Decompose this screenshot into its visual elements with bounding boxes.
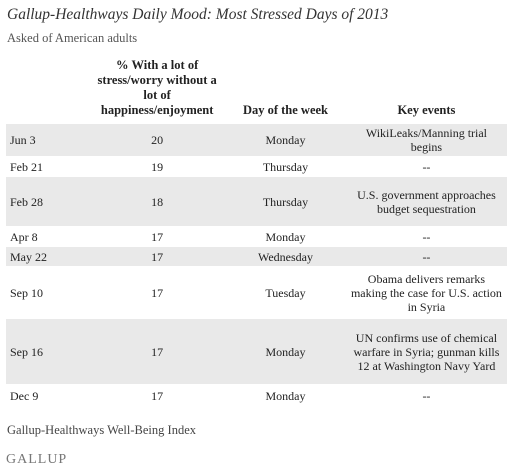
row-date: Sep 10 <box>6 266 90 319</box>
row-day: Thursday <box>225 176 346 227</box>
row-date: Apr 8 <box>6 226 90 247</box>
row-day: Monday <box>225 226 346 247</box>
row-day: Monday <box>225 384 346 407</box>
page-title: Gallup-Healthways Daily Mood: Most Stres… <box>7 6 389 23</box>
row-percent: 17 <box>89 384 226 407</box>
row-date: Jun 3 <box>6 124 90 157</box>
stress-table: % With a lot of stress/worry without a l… <box>6 58 507 407</box>
row-percent: 17 <box>89 266 226 319</box>
table-row: Feb 21 19 Thursday -- <box>6 156 507 177</box>
table-row: Feb 28 18 Thursday U.S. government appro… <box>6 176 507 227</box>
table-row: Sep 16 17 Monday UN confirms use of chem… <box>6 318 507 385</box>
row-event: -- <box>345 226 507 247</box>
row-event: Obama delivers remarks making the case f… <box>345 266 507 319</box>
row-percent: 18 <box>89 176 226 227</box>
row-day: Wednesday <box>225 246 346 267</box>
row-event: -- <box>345 246 507 267</box>
header-percent: % With a lot of stress/worry without a l… <box>97 58 217 117</box>
row-date: May 22 <box>6 246 90 267</box>
row-event: -- <box>345 156 507 177</box>
table-row: Apr 8 17 Monday -- <box>6 226 507 247</box>
row-day: Monday <box>225 318 346 385</box>
gallup-logo: GALLUP <box>6 452 68 467</box>
row-day: Monday <box>225 124 346 157</box>
row-event: -- <box>345 384 507 407</box>
header-day: Day of the week <box>242 103 329 117</box>
row-day: Thursday <box>225 156 346 177</box>
row-event: WikiLeaks/Manning trial begins <box>345 124 507 157</box>
row-day: Tuesday <box>225 266 346 319</box>
row-date: Feb 21 <box>6 156 90 177</box>
table-row: May 22 17 Wednesday -- <box>6 246 507 267</box>
table-row: Jun 3 20 Monday WikiLeaks/Manning trial … <box>6 124 507 157</box>
table-header-row: % With a lot of stress/worry without a l… <box>6 58 507 124</box>
row-percent: 19 <box>89 156 226 177</box>
row-percent: 17 <box>89 318 226 385</box>
row-event: UN confirms use of chemical warfare in S… <box>345 318 507 385</box>
table-row: Dec 9 17 Monday -- <box>6 384 507 407</box>
row-event: U.S. government approaches budget seques… <box>345 176 507 227</box>
row-percent: 17 <box>89 246 226 267</box>
row-percent: 17 <box>89 226 226 247</box>
subtitle: Asked of American adults <box>7 31 138 45</box>
header-events: Key events <box>397 103 456 117</box>
row-date: Dec 9 <box>6 384 90 407</box>
row-date: Feb 28 <box>6 176 90 227</box>
header-date <box>6 58 89 124</box>
table-row: Sep 10 17 Tuesday Obama delivers remarks… <box>6 266 507 319</box>
row-percent: 20 <box>89 124 226 157</box>
row-date: Sep 16 <box>6 318 90 385</box>
source-note: Gallup-Healthways Well-Being Index <box>7 423 196 437</box>
